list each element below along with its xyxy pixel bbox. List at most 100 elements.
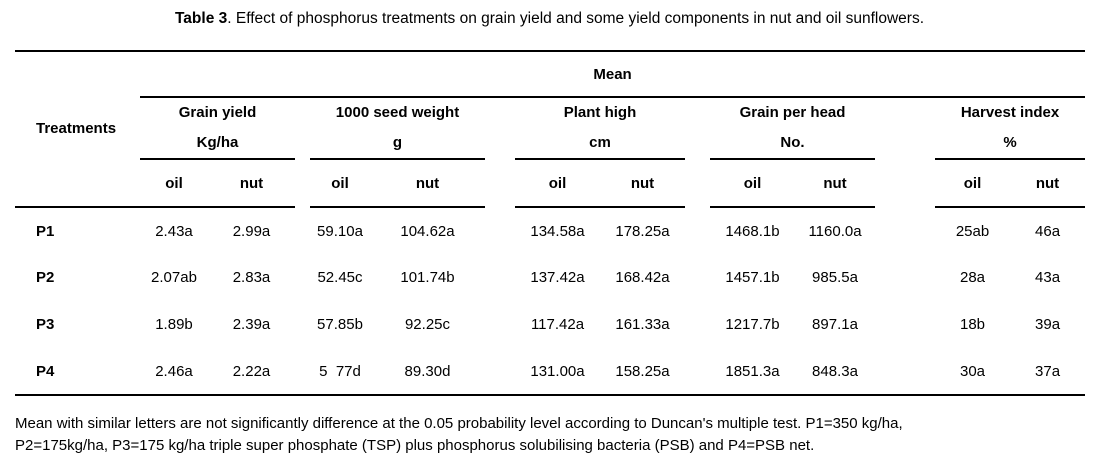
spacer xyxy=(875,127,935,159)
spacer xyxy=(875,254,935,301)
value-cell: 2.39a xyxy=(232,316,271,333)
subheader-row: oil nut oil nut oil nut oil nut oil nut xyxy=(15,159,1086,208)
group-header-grain-yield: Grain yield xyxy=(178,104,257,121)
value-cell: 30a xyxy=(935,348,1010,396)
spacer xyxy=(875,348,935,396)
value-cell: 178.25a xyxy=(615,222,670,240)
spacer xyxy=(485,348,515,396)
spacer xyxy=(295,348,310,396)
unit-kg-ha: Kg/ha xyxy=(140,127,295,160)
spacer xyxy=(685,254,710,301)
value-cell: 92.25c xyxy=(404,316,451,333)
value-cell: 57.85b xyxy=(317,316,363,333)
spacer xyxy=(685,159,710,207)
unit-percent: % xyxy=(935,127,1086,160)
spacer xyxy=(295,97,310,127)
value-cell: 137.42a xyxy=(530,269,585,286)
value-cell: 52.45c xyxy=(317,269,363,286)
value-cell: 43a xyxy=(1035,269,1061,286)
value-cell: 46a xyxy=(1035,222,1061,240)
corner-cell xyxy=(15,50,140,97)
subheader-nut: nut xyxy=(370,159,485,208)
spacer xyxy=(485,254,515,301)
subheader-oil: oil xyxy=(310,159,370,208)
value-cell: 2.83a xyxy=(232,269,271,286)
value-cell: 25ab xyxy=(955,222,990,240)
subheader-nut: nut xyxy=(208,159,295,208)
spacer xyxy=(875,159,935,207)
spacer xyxy=(685,301,710,348)
value-cell: 1160.0a xyxy=(808,222,862,240)
spacer xyxy=(685,97,710,127)
subheader-nut: nut xyxy=(1010,159,1086,208)
value-cell: 1851.3a xyxy=(710,348,795,396)
mean-header: Mean xyxy=(140,50,1086,98)
unit-no: No. xyxy=(710,127,875,160)
table-caption-text: . Effect of phosphorus treatments on gra… xyxy=(227,10,925,27)
value-cell: 2.99a xyxy=(232,222,271,240)
value-cell: 1217.7b xyxy=(725,316,780,333)
spacer xyxy=(485,301,515,348)
spacer xyxy=(685,127,710,159)
value-cell: 18b xyxy=(959,316,986,333)
spacer xyxy=(685,348,710,396)
spacer xyxy=(295,254,310,301)
subheader-oil: oil xyxy=(710,159,795,208)
value-cell: 39a xyxy=(1035,316,1061,333)
table-row-p1: P1 2.43a 2.99a 59.10a 104.62a 134.58a 17… xyxy=(15,207,1085,254)
treatment-label: P2 xyxy=(36,269,55,286)
spacer xyxy=(295,301,310,348)
group-header-plant-high: Plant high xyxy=(563,104,637,121)
value-cell: 1468.1b xyxy=(725,222,780,240)
table-row-p4: P4 2.46a 2.22a 5 77d 89.30d 131.00a 158.… xyxy=(15,348,1086,396)
table-caption: Table 3. Effect of phosphorus treatments… xyxy=(0,0,1099,28)
value-cell: 104.62a xyxy=(400,222,455,240)
value-cell: 2.07ab xyxy=(151,269,197,286)
spacer xyxy=(875,207,935,254)
unit-g: g xyxy=(310,127,485,160)
spacer xyxy=(485,127,515,159)
treatments-header: Treatments xyxy=(36,119,117,137)
value-cell: 37a xyxy=(1010,348,1086,396)
table-footnote: Mean with similar letters are not signif… xyxy=(15,413,1084,457)
table-row-p3: P3 1.89b 2.39a 57.85b 92.25c 117.42a 161… xyxy=(15,301,1085,348)
value-cell: 101.74b xyxy=(400,269,455,286)
table-caption-label: Table 3 xyxy=(174,10,228,27)
value-cell: 168.42a xyxy=(615,269,670,286)
value-cell: 1457.1b xyxy=(725,269,780,286)
unit-header-row: Kg/ha g cm No. % xyxy=(15,127,1086,160)
group-header-seed-weight: 1000 seed weight xyxy=(335,104,460,121)
value-cell: 5 77d xyxy=(310,348,370,396)
value-cell: 2.46a xyxy=(140,348,208,396)
subheader-nut: nut xyxy=(600,159,685,208)
group-header-row: Treatments Grain yield 1000 seed weight … xyxy=(15,97,1085,137)
value-cell: 848.3a xyxy=(795,348,875,396)
value-cell: 134.58a xyxy=(530,222,585,240)
results-table: Mean Treatments Grain yield 1000 seed we… xyxy=(15,50,1086,396)
spacer xyxy=(485,207,515,254)
value-cell: 985.5a xyxy=(812,269,858,286)
treatment-label: P1 xyxy=(36,222,55,240)
value-cell: 117.42a xyxy=(530,316,585,333)
mean-header-row: Mean xyxy=(15,50,1086,98)
value-cell: 131.00a xyxy=(515,348,600,396)
spacer xyxy=(875,97,935,127)
value-cell: 28a xyxy=(959,269,986,286)
value-cell: 161.33a xyxy=(615,316,670,333)
value-cell: 2.22a xyxy=(208,348,295,396)
spacer xyxy=(485,97,515,127)
group-header-grain-per-head: Grain per head xyxy=(739,104,846,121)
footnote-line-2: P2=175kg/ha, P3=175 kg/ha triple super p… xyxy=(15,437,815,454)
spacer xyxy=(295,127,310,159)
value-cell: 2.43a xyxy=(155,222,193,240)
spacer xyxy=(15,159,140,208)
spacer xyxy=(485,159,515,207)
spacer xyxy=(295,207,310,254)
unit-cm: cm xyxy=(515,127,685,160)
subheader-oil: oil xyxy=(935,159,1010,208)
spacer xyxy=(875,301,935,348)
treatment-label: P4 xyxy=(15,348,140,396)
value-cell: 1.89b xyxy=(155,316,193,333)
value-cell: 158.25a xyxy=(600,348,685,396)
